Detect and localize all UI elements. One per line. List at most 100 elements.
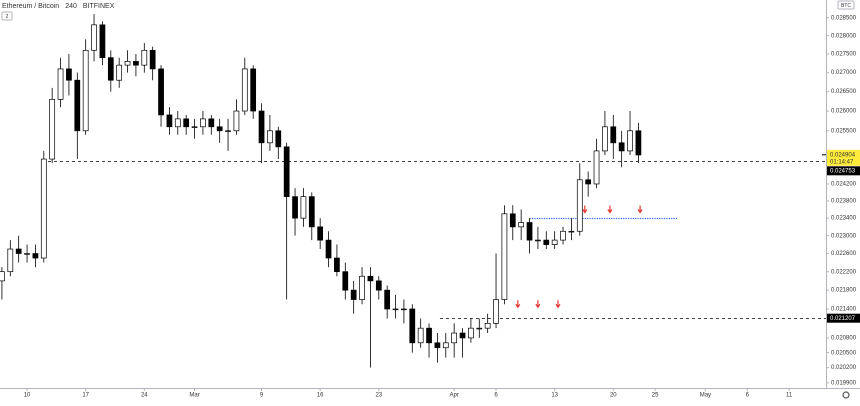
candle-body [0,271,5,282]
candle-body [434,342,441,349]
candle-body [501,213,508,300]
y-tick-label: 0.022600 [831,251,857,257]
candle-body [576,179,583,232]
y-tick-label: 0.027000 [831,70,857,76]
candle-body [308,196,315,228]
y-tick-label: 0.025500 [831,128,857,134]
y-tick-label: 0.021400 [831,307,857,313]
y-tick-label: 0.020800 [831,335,857,341]
candle-body [166,114,173,128]
x-tick-label: 9 [260,393,264,399]
price-line-label: 0.024753 [830,168,856,174]
currency: BTC [841,3,851,9]
candle-body [99,24,106,59]
candle-body [49,99,56,160]
x-tick-label: 20 [610,393,617,399]
badge-text: 2 [6,14,9,20]
candle-body [526,222,533,241]
y-tick-label: 0.028000 [831,33,857,39]
arrow [582,205,588,214]
candle-body [560,230,566,241]
candle-body [158,68,164,116]
candle-body [593,150,600,185]
price-line-label: 0.021207 [830,316,856,322]
indicator-badge[interactable] [1,11,13,21]
candle-body [183,118,190,128]
candle-body [258,110,265,144]
x-tick-label: 17 [82,393,89,399]
candle-body [149,49,156,70]
candle-body [225,130,231,132]
candle-body [459,332,466,339]
candle-body [292,196,298,219]
candle-body [82,49,89,132]
candle-body [283,146,290,198]
candle-body [174,118,181,128]
x-tick-label: 6 [494,393,498,399]
y-tick-label: 0.027500 [831,52,857,58]
symbol: Ethereum / Bitcoin [2,3,59,10]
candle-body [334,257,340,273]
candle-body [602,126,608,152]
candle-body [535,239,541,242]
candle-body [208,118,215,128]
candle-body [401,308,407,311]
candle-body [468,327,474,339]
candle-body [250,68,257,112]
candle-body [426,327,432,344]
arrow [607,205,613,214]
x-tick-label: Mar [189,393,199,399]
candle-body [409,308,416,344]
x-tick-label: 6 [746,393,750,399]
candle-body [585,179,592,185]
candle-body [417,327,424,344]
candle-body [627,130,633,152]
candle-body [7,248,14,273]
x-tick-label: 13 [551,393,558,399]
candle-body [392,308,399,311]
y-tick-label: 0.022200 [831,269,857,275]
y-tick-label: 0.023400 [831,216,857,222]
candle-body [610,126,617,144]
candle-body [107,57,114,81]
y-tick-label: 0.026500 [831,89,857,95]
candle-body [543,239,550,245]
candle-body [509,213,516,228]
currency-box[interactable] [837,0,855,10]
candle-body [24,253,30,255]
candle-body [275,130,282,148]
candle-body [191,126,198,128]
candle-body [568,230,575,233]
candle-body [325,239,332,259]
candle-body [518,222,525,228]
candle-body [359,275,365,300]
candle-body [476,327,483,330]
y-tick-label: 0.020500 [831,350,857,356]
candle-body [32,253,39,259]
exchange: BITFINEX [83,3,115,10]
candle-body [124,61,131,66]
x-tick-label: 23 [375,393,382,399]
y-tick-label: 0.024200 [831,182,857,188]
candle-body [317,226,324,241]
candle-body [367,275,374,282]
y-tick-label: 0.023800 [831,198,857,204]
candle-body [384,289,391,310]
settings-icon[interactable] [842,391,850,399]
countdown: 01:14:47 [830,159,854,165]
x-tick-label: May [700,393,711,399]
x-tick-label: 16 [317,393,324,399]
y-tick-label: 0.019900 [831,380,857,386]
candle-body [91,24,97,51]
candle-body [141,49,148,66]
candle-body [442,342,449,349]
candle-body [451,332,458,344]
candle-body [15,248,22,254]
drawings [47,161,826,319]
candle-body [300,196,307,219]
x-tick-label: 11 [786,393,793,399]
candle-body [551,239,558,245]
gear [842,391,850,399]
candle-body [66,68,72,81]
candle-body [216,126,223,132]
